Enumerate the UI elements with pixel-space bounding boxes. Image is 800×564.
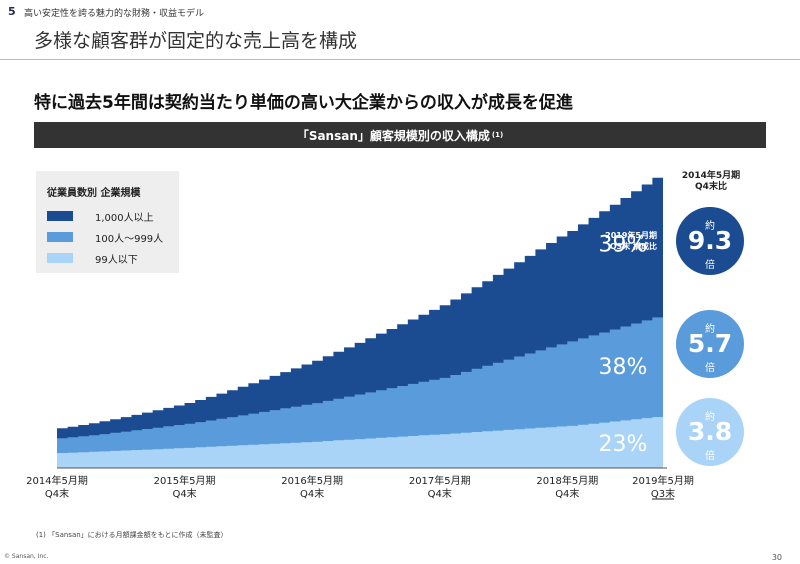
x-tick-label: Q3末 — [651, 487, 675, 500]
growth-label-line2: Q4末比 — [695, 182, 727, 192]
legend-swatch-large — [47, 211, 73, 221]
growth-value-large: 9.3 — [687, 226, 733, 255]
growth-bubble-large: 約 9.3 倍 — [676, 207, 744, 275]
legend-item-large: 1,000人以上 — [47, 209, 154, 224]
growth-value-mid: 5.7 — [687, 329, 733, 358]
growth-suffix-mid: 倍 — [705, 363, 715, 374]
title-rule — [0, 59, 800, 60]
x-tick-label: 2018年5月期 — [536, 474, 598, 487]
page-number: 30 — [771, 553, 782, 562]
x-tick-label: 2019年5月期 — [632, 474, 694, 487]
pct-label-large: 39% — [599, 232, 648, 257]
x-tick-label: Q4末 — [300, 487, 324, 500]
legend-swatch-mid — [47, 232, 73, 242]
footnote: (1) 「Sansan」における月額課金額をもとに作成（未監査） — [36, 531, 228, 539]
x-tick-label: 2016年5月期 — [281, 474, 343, 487]
growth-suffix-small: 倍 — [705, 451, 715, 462]
x-tick-label: Q4末 — [555, 487, 579, 500]
growth-label-line1: 2014年5月期 — [681, 171, 741, 181]
area-series-small — [57, 415, 663, 468]
legend-title: 従業員数別 企業規模 — [47, 188, 141, 199]
x-tick-label: Q4末 — [45, 487, 69, 500]
area-series-mid — [57, 314, 663, 468]
legend-item-small: 99人以下 — [47, 251, 138, 266]
growth-prefix-large: 約 — [705, 221, 715, 232]
growth-bubble-mid: 約 5.7 倍 — [676, 310, 744, 378]
growth-prefix-mid: 約 — [705, 324, 715, 335]
legend-swatch-small — [47, 253, 73, 263]
legend-item-mid: 100人〜999人 — [47, 230, 164, 245]
composition-label-line2: Q3末 構成比 — [610, 241, 657, 251]
x-tick-label: 2017年5月期 — [409, 474, 471, 487]
x-tick-label: Q4末 — [172, 487, 196, 500]
growth-prefix-small: 約 — [705, 412, 715, 423]
growth-label: 2014年5月期 Q4末比 — [664, 171, 758, 193]
copyright: © Sansan, Inc. — [4, 553, 49, 560]
chart-header-bar: 「Sansan」顧客規模別の収入構成 (1) — [34, 122, 766, 148]
composition-label-line1: 2019年5月期 — [605, 230, 657, 240]
x-tick-label: 2015年5月期 — [154, 474, 216, 487]
growth-value-small: 3.8 — [687, 417, 733, 446]
pct-label-mid: 38% — [599, 355, 648, 380]
x-tick-label: 2014年5月期 — [26, 474, 88, 487]
chart-header-note: (1) — [491, 131, 504, 139]
section-title: 高い安定性を誇る魅力的な財務・収益モデル — [24, 9, 205, 19]
legend-label-mid: 100人〜999人 — [95, 233, 164, 245]
pct-label-small: 23% — [599, 432, 648, 457]
growth-bubble-small: 約 3.8 倍 — [676, 398, 744, 466]
legend-label-small: 99人以下 — [95, 254, 138, 266]
headline: 特に過去5年間は契約当たり単価の高い大企業からの収入が成長を促進 — [34, 93, 573, 113]
legend-label-large: 1,000人以上 — [95, 212, 154, 224]
legend: 従業員数別 企業規模 1,000人以上 100人〜999人 99人以下 — [36, 171, 179, 273]
page-title: 多様な顧客群が固定的な売上高を構成 — [34, 30, 358, 52]
growth-suffix-large: 倍 — [705, 260, 715, 271]
chart-header-text: 「Sansan」顧客規模別の収入構成 — [296, 128, 490, 143]
section-number: 5 — [8, 5, 16, 18]
x-tick-label: Q4末 — [428, 487, 452, 500]
